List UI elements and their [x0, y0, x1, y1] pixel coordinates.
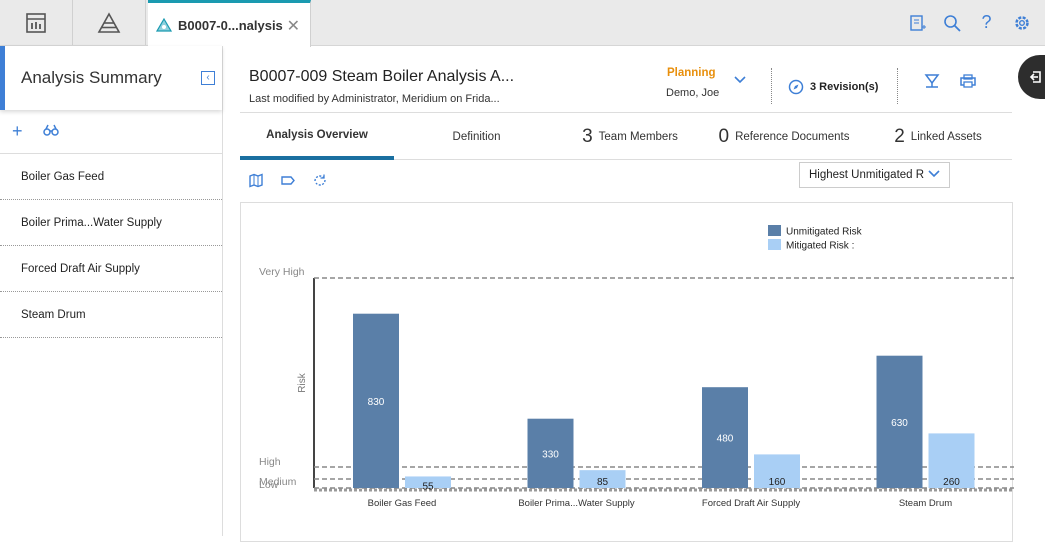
- bar: [527, 418, 574, 488]
- page-title: B0007-009 Steam Boiler Analysis A...: [249, 68, 515, 85]
- select-value: Highest Unmitigated R: [809, 169, 925, 181]
- rca-home-button[interactable]: [73, 0, 146, 45]
- y-axis-label: Risk: [297, 372, 308, 392]
- bar: [702, 387, 748, 488]
- list-item[interactable]: Boiler Gas Feed: [0, 154, 222, 200]
- tab-label: Reference Documents: [735, 130, 850, 143]
- x-tick-label: Steam Drum: [899, 498, 952, 509]
- dashboard-icon: [26, 12, 46, 33]
- binoculars-icon[interactable]: [42, 121, 59, 142]
- bar: [754, 454, 800, 488]
- tab-analysis-overview[interactable]: Analysis Overview: [240, 113, 394, 160]
- bar: [579, 470, 626, 488]
- data-label: 480: [717, 434, 734, 445]
- bar: [353, 313, 399, 488]
- help-icon[interactable]: ?: [981, 12, 992, 32]
- divider: [897, 68, 898, 104]
- checklist-icon[interactable]: [899, 14, 934, 32]
- close-icon[interactable]: ✕: [286, 18, 300, 35]
- last-modified-text: Last modified by Administrator, Meridium…: [249, 93, 500, 105]
- reference-label: High: [259, 456, 281, 468]
- legend-swatch: [768, 239, 781, 250]
- compass-icon: [788, 79, 804, 95]
- list-item[interactable]: Forced Draft Air Supply: [0, 246, 222, 292]
- revisions-label: 3 Revision(s): [810, 81, 879, 93]
- legend-entry: Unmitigated Risk: [786, 227, 863, 238]
- revisions-button[interactable]: 3 Revision(s): [788, 79, 878, 95]
- chevron-down-icon: [927, 169, 941, 182]
- x-tick-label: Boiler Prima...Water Supply: [518, 498, 635, 509]
- tab-definition[interactable]: Definition: [405, 113, 548, 160]
- chevron-down-icon[interactable]: [733, 72, 747, 90]
- bar: [876, 355, 923, 488]
- x-tick-label: Boiler Gas Feed: [368, 498, 437, 509]
- collapse-panel-icon[interactable]: ‹: [201, 71, 215, 85]
- data-label: 160: [769, 477, 786, 488]
- login-arrow-icon: [1029, 71, 1041, 83]
- data-label: 260: [943, 477, 960, 488]
- search-icon[interactable]: [934, 14, 969, 32]
- tag-icon[interactable]: [280, 173, 296, 193]
- gear-icon[interactable]: [1004, 14, 1039, 32]
- chart-panel: Risk Very High High Medium Low 830 55 Boiler Ga…: [240, 202, 1014, 542]
- panel-title: Analysis Summary: [21, 68, 162, 87]
- risk-type-select[interactable]: Highest Unmitigated R: [799, 162, 950, 188]
- list-item[interactable]: Steam Drum: [0, 292, 222, 338]
- tab-label: Analysis Overview: [266, 128, 368, 141]
- section-tabs: Analysis Overview Definition 3 Team Memb…: [240, 112, 1012, 160]
- data-label: 85: [597, 477, 609, 488]
- tab-title: B0007-0...nalysis: [178, 17, 283, 33]
- tab-count: 0: [718, 125, 730, 147]
- state-user: Demo, Joe: [666, 87, 720, 99]
- print-icon[interactable]: [959, 73, 977, 94]
- side-panel-toggle[interactable]: [1018, 55, 1045, 99]
- refresh-icon[interactable]: [312, 173, 328, 193]
- dashboard-button[interactable]: [0, 0, 73, 45]
- tab-label: Linked Assets: [910, 130, 982, 143]
- legend-entry: Mitigated Risk :: [786, 241, 854, 252]
- tab-label: Definition: [452, 130, 501, 143]
- data-label: 630: [891, 418, 908, 429]
- add-icon[interactable]: +: [12, 121, 23, 141]
- divider: [771, 68, 772, 104]
- tab-reference-documents[interactable]: 0 Reference Documents: [710, 113, 858, 160]
- list-item[interactable]: Boiler Prima...Water Supply: [0, 200, 222, 246]
- pyramid-icon: [97, 11, 121, 33]
- reference-label: Low: [259, 479, 279, 491]
- tab-label: Team Members: [598, 130, 678, 143]
- analysis-summary-header[interactable]: Analysis Summary ‹: [0, 46, 222, 110]
- hierarchy-icon[interactable]: [923, 73, 941, 94]
- map-icon[interactable]: [248, 173, 264, 193]
- top-tab-bar: B0007-0...nalysis ✕ ?: [0, 0, 1045, 47]
- data-label: 330: [542, 449, 559, 460]
- left-panel: Analysis Summary ‹ + Boiler Gas Feed Boi…: [0, 46, 223, 536]
- x-tick-label: Forced Draft Air Supply: [702, 498, 800, 509]
- bar: [405, 476, 451, 488]
- chart-toolbar: [248, 173, 344, 193]
- tab-team-members[interactable]: 3 Team Members: [560, 113, 700, 160]
- tab-analysis[interactable]: B0007-0...nalysis ✕: [148, 0, 311, 47]
- panel-toolbar: +: [0, 110, 222, 154]
- data-label: 830: [368, 397, 385, 408]
- tab-count: 3: [582, 125, 593, 147]
- data-label: 55: [422, 481, 434, 492]
- bar: [928, 433, 975, 488]
- legend-swatch: [768, 225, 781, 236]
- reference-label: Medium: [259, 476, 297, 488]
- state-label[interactable]: Planning: [667, 67, 716, 79]
- pyramid-icon: [156, 18, 172, 32]
- reference-label: Very High: [259, 266, 305, 278]
- tab-count: 2: [894, 125, 905, 147]
- tab-linked-assets[interactable]: 2 Linked Assets: [878, 113, 998, 160]
